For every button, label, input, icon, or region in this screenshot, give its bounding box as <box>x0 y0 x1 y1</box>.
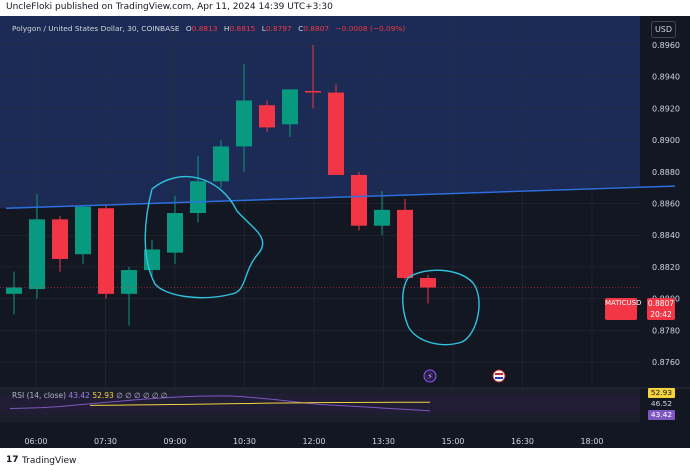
countdown-text: 20:42 <box>650 310 672 319</box>
time-tick-label: 10:30 <box>233 437 256 446</box>
close-label: C <box>298 24 304 33</box>
publisher-text: UncleFloki published on TradingView.com,… <box>6 2 333 12</box>
price-tick-label: 0.8920 <box>652 104 680 113</box>
last-price-tag: 0.8807 20:42 <box>647 298 675 320</box>
candle-body[interactable] <box>351 174 367 226</box>
grid-lines <box>0 16 640 388</box>
price-tick-label: 0.8860 <box>652 200 680 209</box>
time-tick-label: 18:00 <box>580 437 603 446</box>
candlestick-chart[interactable]: 0.87600.87800.88000.88200.88400.88600.88… <box>0 16 690 448</box>
price-tick-label: 0.8940 <box>652 73 680 82</box>
symbol-tag: MATICUSD <box>605 298 642 320</box>
flag-stripe-2 <box>495 377 503 379</box>
highlight-circle-right[interactable] <box>402 269 480 346</box>
time-tick-label: 15:00 <box>441 437 464 446</box>
open-value: 0.8813 <box>191 24 218 33</box>
candle-body[interactable] <box>236 100 252 147</box>
time-tick-label: 12:00 <box>302 437 325 446</box>
tradingview-brand: TradingView <box>22 456 77 466</box>
price-tick-label: 0.8760 <box>652 358 680 367</box>
open-label: O <box>185 24 192 33</box>
rsi-value: 43.42 <box>68 391 90 400</box>
candle-body[interactable] <box>6 287 22 294</box>
currency-button[interactable]: USD <box>651 21 676 38</box>
flag-stripe-1 <box>495 373 503 375</box>
time-tick-label: 06:00 <box>24 437 47 446</box>
candle-body[interactable] <box>397 209 413 278</box>
shaded-zone <box>0 16 640 209</box>
price-tick-label: 0.8820 <box>652 263 680 272</box>
rsi-legend[interactable]: RSI (14, close) 43.42 52.93 ∅ ∅ ∅ ∅ ∅ ∅ <box>12 391 167 400</box>
candle-body[interactable] <box>167 213 183 253</box>
candle-body[interactable] <box>305 90 321 93</box>
candle-body[interactable] <box>52 219 68 259</box>
publisher-bar: UncleFloki published on TradingView.com,… <box>0 0 690 16</box>
candle-body[interactable] <box>420 277 436 288</box>
candle-body[interactable] <box>29 219 45 290</box>
event-flag-icon[interactable] <box>492 369 506 383</box>
symbol-legend[interactable]: Polygon / United States Dollar, 30, COIN… <box>12 24 405 33</box>
price-tick-label: 0.8840 <box>652 231 680 240</box>
time-tick-label: 09:00 <box>163 437 186 446</box>
last-price-text: 0.8807 <box>647 299 675 308</box>
highlight-circle-left[interactable] <box>144 175 264 299</box>
trendline[interactable] <box>5 185 676 210</box>
time-tick-label: 16:30 <box>511 437 534 446</box>
candle-body[interactable] <box>259 105 275 128</box>
change-value: −0.0008 (−0.09%) <box>335 24 406 33</box>
rsi-axis-value-tag: 43.42 <box>648 410 675 420</box>
time-axis[interactable]: 06:00 07:30 09:00 10:30 12:00 13:30 15:00 16:30… <box>24 437 603 446</box>
rsi-axis-ma-tag: 52.93 <box>648 388 675 398</box>
price-tick-label: 0.8900 <box>652 136 680 145</box>
time-tick-label: 07:30 <box>94 437 117 446</box>
lightning-glyph: ⚡ <box>427 372 433 381</box>
price-tick-label: 0.8780 <box>652 326 680 335</box>
footer-bar: 17 TradingView <box>0 448 690 473</box>
rsi-ma-line <box>89 401 431 406</box>
candles <box>6 45 436 326</box>
candle-body[interactable] <box>121 270 137 294</box>
rsi-label: RSI (14, close) <box>12 391 67 400</box>
symbol-title: Polygon / United States Dollar, 30, COIN… <box>12 24 180 33</box>
rsi-ma-value: 52.93 <box>92 391 114 400</box>
candle-body[interactable] <box>98 208 114 294</box>
low-label: L <box>261 24 266 33</box>
close-value: 0.8807 <box>303 24 330 33</box>
rsi-axis-mid-label: 46.52 <box>648 399 675 409</box>
event-lightning-icon[interactable] <box>423 369 437 383</box>
high-value: 0.8815 <box>229 24 256 33</box>
candle-body[interactable] <box>328 92 344 175</box>
rsi-line <box>9 395 431 412</box>
symbol-tag-text: MATICUSD <box>605 299 642 307</box>
tradingview-logo-icon: 17 <box>6 455 19 465</box>
low-value: 0.8797 <box>265 24 292 33</box>
time-tick-label: 13:30 <box>372 437 395 446</box>
high-label: H <box>223 24 230 33</box>
price-tick-label: 0.8960 <box>652 41 680 50</box>
price-tick-label: 0.8880 <box>652 168 680 177</box>
event-markers[interactable]: ⚡ <box>423 369 506 383</box>
candle-body[interactable] <box>75 206 91 255</box>
candle-body[interactable] <box>190 181 206 214</box>
candle-body[interactable] <box>213 146 229 182</box>
rsi-placeholders: ∅ ∅ ∅ ∅ ∅ ∅ <box>116 391 168 400</box>
candle-body[interactable] <box>374 209 390 226</box>
candle-body[interactable] <box>282 89 298 125</box>
